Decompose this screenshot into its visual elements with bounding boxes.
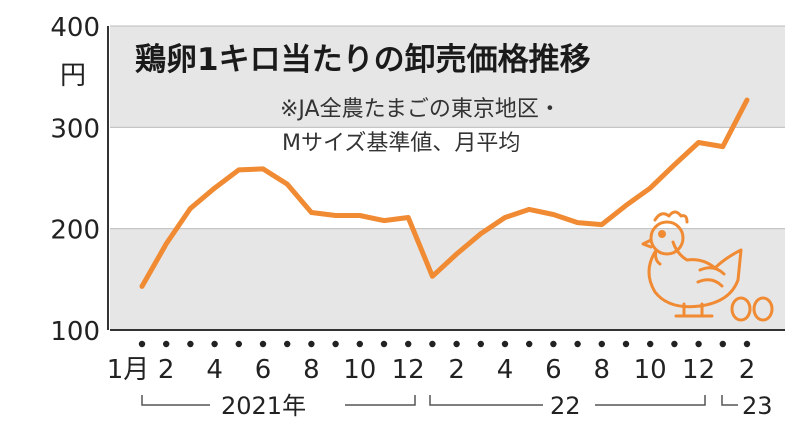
y-tick-label: 400 [50,13,100,43]
year-brackets [141,395,738,406]
month-dot [501,340,509,348]
month-dot [622,340,630,348]
x-tick-label: 12 [392,355,425,385]
year-label-22: 22 [550,392,581,420]
month-dot [211,340,218,348]
month-dot [695,340,702,348]
band-0 [110,26,785,128]
month-dot [453,340,460,348]
x-tick-label: 6 [255,355,272,385]
x-tick-label: 4 [206,355,223,385]
month-dot [235,340,242,348]
x-tick-label: 4 [497,355,514,385]
x-tick-labels: 1月 2 4 6 8 10 12 2 4 6 8 10 12 2 [107,355,756,385]
month-dot [380,340,388,348]
y-axis-unit: 円 [60,61,86,91]
month-dot [429,340,436,348]
month-dot [163,340,170,348]
month-dot [259,340,267,348]
month-dot [550,340,557,348]
x-axis-month-dots [138,340,751,348]
month-dot [574,340,581,348]
month-dot [526,340,533,348]
month-dot [187,340,194,348]
x-tick-label: 12 [682,355,715,385]
month-dot [647,340,654,348]
month-dot [332,340,339,348]
year-label-2021: 2021年 [221,392,306,420]
month-dot [671,340,678,348]
x-tick-label: 6 [545,355,562,385]
x-tick-label: 2 [739,355,756,385]
x-tick-label: 8 [303,355,320,385]
chart-title: 鶏卵1キロ当たりの卸売価格推移 [135,42,591,78]
band-1 [110,228,785,330]
price-line [139,97,750,289]
month-dot [356,340,363,348]
year-label-23: 23 [742,392,773,420]
egg-icons [730,296,774,322]
background-bands [110,26,785,330]
note-line-2: Mサイズ基準値、月平均 [282,131,520,156]
month-dot [284,340,291,348]
x-tick-label: 1月 [107,355,150,385]
month-dot [477,340,484,348]
month-dot [405,340,412,348]
month-dot [743,340,751,348]
y-tick-label: 200 [50,216,100,246]
x-tick-label: 2 [158,355,175,385]
y-tick-labels: 400 300 200 100 [50,13,100,347]
y-tick-label: 300 [50,114,100,144]
x-tick-label: 8 [594,355,611,385]
x-tick-label: 2 [448,355,465,385]
chicken-icon [641,210,743,318]
month-dot [598,340,605,348]
month-dot [138,340,146,348]
x-tick-label: 10 [343,355,376,385]
note-line-1: ※JA全農たまごの東京地区・ [280,97,561,122]
month-dot [719,340,726,348]
gridlines [110,25,785,331]
y-tick-label: 100 [50,317,100,347]
x-tick-label: 10 [634,355,667,385]
month-dot [308,340,315,348]
